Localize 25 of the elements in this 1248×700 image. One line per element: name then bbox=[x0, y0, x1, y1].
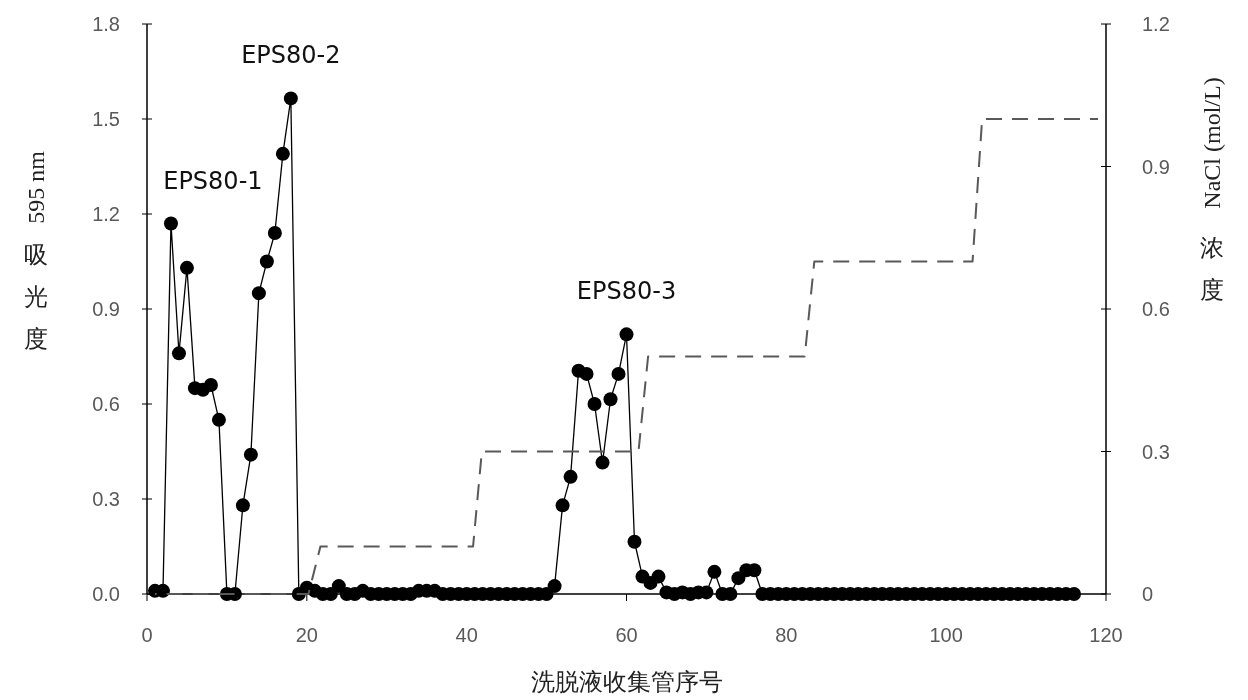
y-tick-label: 0.6 bbox=[92, 393, 120, 415]
x-axis-title: 洗脱液收集管序号 bbox=[530, 668, 723, 696]
y-tick-label: 1.5 bbox=[92, 108, 120, 130]
y2-tick-label: 0.6 bbox=[1142, 298, 1170, 320]
y-axis-title: 595 nm 吸光度 bbox=[23, 150, 49, 353]
x-tick-label: 100 bbox=[929, 624, 963, 646]
y2-axis-title: NaCl (mol/L) 浓度 bbox=[1199, 77, 1225, 304]
x-tick-label: 0 bbox=[141, 624, 153, 646]
x-tick-label: 60 bbox=[615, 624, 638, 646]
x-tick-label: 80 bbox=[775, 624, 798, 646]
y2-tick-label: 0.9 bbox=[1142, 155, 1170, 178]
y-tick-label: 1.2 bbox=[92, 203, 120, 225]
annotation: EPS80-3 bbox=[576, 277, 677, 306]
x-tick-label: 40 bbox=[455, 624, 478, 646]
y2-tick-label: 0.3 bbox=[1142, 440, 1170, 463]
x-tick-label: 20 bbox=[295, 624, 318, 646]
y-tick-label: 1.8 bbox=[92, 13, 120, 35]
y2-tick-label: 0 bbox=[1142, 583, 1154, 605]
annotation: EPS80-2 bbox=[241, 41, 341, 70]
annotation: EPS80-1 bbox=[163, 166, 263, 195]
y-tick-label: 0.3 bbox=[92, 488, 120, 510]
x-tick-label: 120 bbox=[1089, 624, 1123, 646]
y2-tick-label: 1.2 bbox=[1142, 13, 1170, 35]
y-tick-label: 0.0 bbox=[92, 583, 120, 605]
y-tick-label: 0.9 bbox=[92, 298, 120, 320]
